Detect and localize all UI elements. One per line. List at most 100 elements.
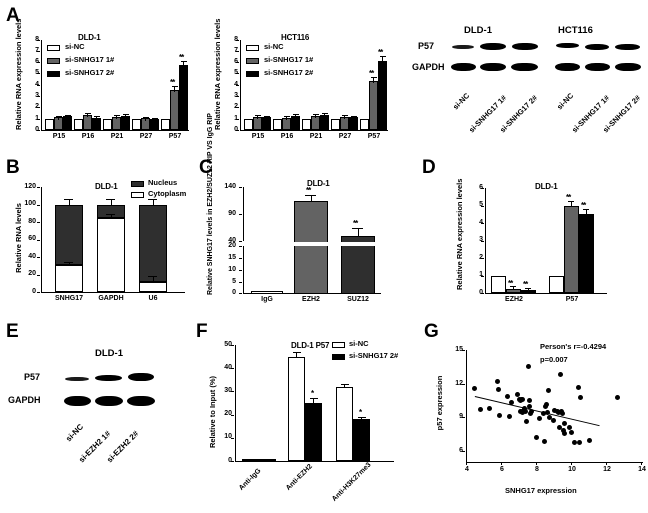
- panel-a2-legend-swatch-si2: [246, 71, 259, 77]
- regression-line: [474, 395, 599, 426]
- panel-f-ytick: 30: [224, 387, 232, 394]
- panel-f-legend-swatch-sisnhg17: [332, 354, 345, 360]
- bar-ezh2-upper: [294, 200, 328, 242]
- scatter-point: [495, 387, 501, 393]
- panel-a2-ytick: 8: [222, 36, 238, 43]
- panel-a2-x-label: P15: [251, 133, 265, 140]
- panel-c-x-label: IgG: [261, 296, 273, 303]
- scatter-point: [509, 399, 514, 405]
- scatter-point: [562, 430, 568, 436]
- panel-a1-legend-swatch-sinc: [47, 45, 60, 51]
- scatter-points-layer: [400, 320, 648, 513]
- panel-d-y-axis: [485, 188, 486, 293]
- scatter-point: [558, 408, 564, 414]
- panel-a2-ytick: 2: [222, 103, 238, 110]
- scatter-point: [545, 388, 551, 394]
- scatter-point: [537, 416, 542, 422]
- significance-marker: **: [508, 279, 513, 288]
- scatter-point: [544, 401, 549, 407]
- blot-row-label-p57: P57: [418, 41, 435, 51]
- blot-title-hct116: HCT116: [558, 25, 593, 36]
- panel-c-x-label: EZH2: [302, 296, 320, 303]
- bar: [132, 119, 141, 130]
- panel-a1-ytick: 1: [23, 115, 39, 122]
- bar-cytoplasm: [97, 217, 125, 292]
- bar: [112, 116, 121, 130]
- bar: [331, 119, 340, 130]
- panel-c-y-axis-lower: [243, 246, 244, 293]
- scatter-point: [541, 411, 547, 417]
- panel-a-western-blot: DLD-1 HCT116 P57 GAPDH si-NC si-SNHG17 1…: [410, 0, 648, 155]
- panel-f-chart: Relative to Input (%) DLD-1 P57 50 40 30…: [190, 320, 400, 513]
- scatter-point: [523, 419, 529, 425]
- bar: [74, 119, 83, 130]
- panel-g-y-axis: [466, 350, 467, 462]
- blot-band: [452, 45, 474, 49]
- scatter-point: [578, 395, 584, 401]
- significance-marker: **: [353, 219, 358, 228]
- scatter-point: [556, 409, 562, 415]
- panel-a2-x-label: P16: [280, 133, 294, 140]
- significance-marker: **: [523, 280, 528, 289]
- significance-marker: **: [378, 48, 383, 57]
- panel-label-f: F: [196, 321, 208, 342]
- panel-c-x-label: SUZ12: [347, 296, 369, 303]
- panel-f-title: DLD-1 P57: [291, 341, 330, 350]
- panel-a1-ytick: 2: [23, 103, 39, 110]
- panel-g-xtick: 14: [638, 466, 646, 473]
- panel-a1-ytick: 4: [23, 81, 39, 88]
- blot-band: [480, 63, 506, 71]
- panel-a-chart-hct116: Relative RNA expression levels HCT116 8 …: [205, 0, 405, 150]
- blot-band: [615, 63, 641, 71]
- panel-g-xtick: 4: [465, 466, 469, 473]
- panel-label-b: B: [6, 157, 20, 178]
- panel-a2-legend-swatch-si1: [246, 58, 259, 64]
- scatter-point: [526, 404, 532, 410]
- scatter-point: [519, 397, 525, 403]
- panel-f-x-axis: [235, 461, 394, 462]
- panel-a2-legend-swatch-sinc: [246, 45, 259, 51]
- scatter-point: [559, 411, 565, 417]
- panel-b-title: DLD-1: [95, 182, 118, 191]
- significance-marker: **: [179, 53, 184, 62]
- blot-band: [95, 375, 122, 381]
- panel-a1-x-label: P15: [52, 133, 66, 140]
- bar: [491, 275, 506, 293]
- panel-a-chart-dld1: Relative RNA expression levels DLD-1 8 7…: [0, 0, 200, 150]
- scatter-point: [520, 409, 526, 415]
- panel-label-a: A: [6, 5, 20, 26]
- correlation-annotation-p: p=0.007: [540, 355, 568, 364]
- panel-b-ytick: 20: [28, 270, 36, 277]
- bar-nucleus: [139, 204, 167, 282]
- scatter-point: [614, 395, 620, 401]
- panel-c-ytick: 5: [232, 278, 236, 285]
- panel-a1-ytick: 0: [23, 126, 39, 133]
- panel-d-ytick: 0: [467, 289, 483, 296]
- blot-band: [585, 63, 610, 71]
- panel-d-ytick: 4: [467, 219, 483, 226]
- panel-d-chart: Relative RNA expression levels DLD-1 6 5…: [415, 155, 648, 315]
- panel-f-ytick: 50: [224, 341, 232, 348]
- panel-a1-ytick: 5: [23, 69, 39, 76]
- scatter-point: [542, 439, 548, 445]
- significance-marker: *: [311, 389, 314, 398]
- blot-band: [585, 44, 609, 50]
- blot-band: [451, 63, 476, 71]
- bar: [83, 114, 92, 130]
- panel-b-legend-label: Cytoplasm: [148, 189, 187, 198]
- panel-f-ytick: 0: [216, 457, 232, 464]
- bar: [170, 89, 179, 130]
- panel-b-ytick: 120: [24, 183, 36, 190]
- panel-a2-x-label: P57: [367, 133, 381, 140]
- blot-band: [555, 63, 580, 71]
- panel-f-legend-label: si-SNHG17 2#: [349, 351, 399, 360]
- scatter-point: [529, 409, 535, 415]
- bar: [302, 119, 311, 130]
- panel-c-ytick: 20: [228, 242, 236, 249]
- bar: [579, 214, 594, 293]
- bar: [353, 419, 370, 461]
- panel-c-y-axis-label: Relative SNHG17 levels in EZH2/SUZ12 RIP…: [207, 113, 214, 295]
- panel-c-ytick: 90: [228, 210, 236, 217]
- panel-e-title: DLD-1: [95, 348, 123, 359]
- scatter-point: [551, 417, 556, 423]
